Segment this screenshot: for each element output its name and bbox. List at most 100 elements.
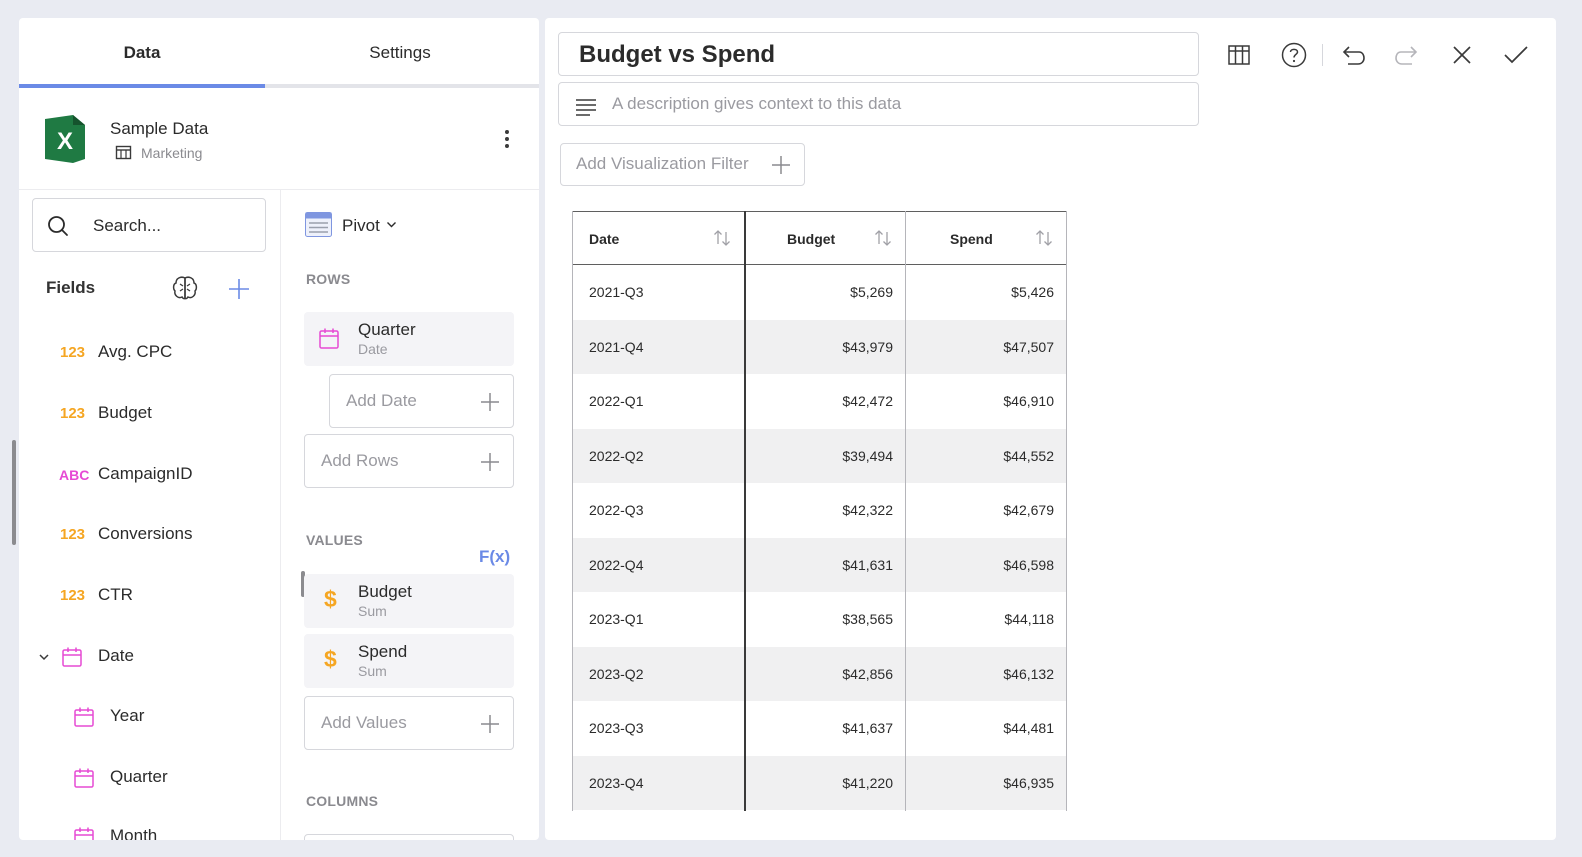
- pivot-mode-dropdown[interactable]: Pivot: [305, 210, 405, 240]
- column-header-budget[interactable]: Budget: [745, 212, 905, 265]
- field-label: Avg. CPC: [98, 342, 173, 361]
- close-button[interactable]: [1447, 40, 1477, 70]
- spend-cell: $44,481: [1003, 720, 1054, 736]
- rows-item-quarter[interactable]: Quarter Date: [304, 312, 514, 366]
- help-button[interactable]: [1279, 40, 1309, 70]
- table-view-button[interactable]: [1224, 40, 1254, 70]
- fields-heading: Fields: [46, 278, 96, 297]
- values-item-aggregation: Sum: [358, 603, 387, 619]
- currency-icon: $: [324, 646, 337, 672]
- number-type-icon: 123: [60, 405, 86, 422]
- values-section-label: VALUES: [306, 532, 363, 548]
- table-row: 2022-Q1 $42,472 $46,910: [572, 374, 1067, 429]
- add-date-button[interactable]: Add Date: [329, 374, 514, 428]
- tab-settings[interactable]: Settings: [369, 43, 431, 62]
- plus-icon: [481, 715, 499, 733]
- plus-icon: [481, 393, 499, 411]
- field-item-ctr[interactable]: 123 CTR: [19, 574, 279, 618]
- date-cell: 2022-Q4: [589, 556, 644, 573]
- add-values-button[interactable]: Add Values: [304, 696, 514, 750]
- date-cell: 2022-Q1: [589, 393, 644, 409]
- table-row: 2022-Q4 $41,631 $46,598: [572, 537, 1067, 592]
- budget-cell: $42,322: [842, 502, 893, 518]
- table-row: 2023-Q4 $41,220 $46,935: [572, 755, 1067, 810]
- field-item-month[interactable]: Month: [19, 815, 279, 840]
- budget-cell: $39,494: [842, 447, 893, 464]
- undo-button[interactable]: [1338, 40, 1368, 70]
- grid-line: [572, 211, 573, 811]
- add-values-label: Add Values: [321, 713, 407, 732]
- rows-section-label: ROWS: [306, 271, 351, 287]
- field-item-conversions[interactable]: 123 Conversions: [19, 513, 279, 557]
- date-cell: 2022-Q2: [589, 447, 644, 464]
- redo-button[interactable]: [1392, 40, 1422, 70]
- pivot-table-icon: [305, 212, 332, 237]
- data-editor-panel: Data Settings X Sample Data Marketing Se…: [19, 18, 539, 840]
- values-item-budget[interactable]: $ Budget Sum: [304, 574, 514, 628]
- field-label: Conversions: [98, 524, 193, 543]
- currency-icon: $: [324, 586, 337, 612]
- data-source-name: Sample Data: [110, 119, 209, 138]
- description-placeholder: A description gives context to this data: [612, 94, 902, 113]
- close-icon: [1453, 46, 1471, 64]
- column-header-spend[interactable]: Spend: [906, 212, 1066, 265]
- plus-icon: [481, 453, 499, 471]
- confirm-button[interactable]: [1501, 40, 1531, 70]
- search-input[interactable]: Search...: [32, 198, 266, 252]
- date-cell: 2022-Q3: [589, 502, 644, 518]
- budget-cell: $41,220: [842, 774, 893, 791]
- field-item-year[interactable]: Year: [19, 695, 279, 739]
- tab-data[interactable]: Data: [123, 43, 161, 62]
- sort-icon[interactable]: [873, 228, 893, 248]
- undo-icon: [1342, 46, 1365, 65]
- table-view-icon: [1228, 45, 1250, 65]
- formula-button[interactable]: F(x): [479, 547, 511, 566]
- description-field[interactable]: A description gives context to this data: [558, 82, 1199, 126]
- field-label: CampaignID: [98, 464, 193, 483]
- date-cell: 2023-Q1: [589, 611, 644, 627]
- field-item-campaignid[interactable]: ABC CampaignID: [19, 453, 279, 497]
- sort-icon[interactable]: [712, 228, 732, 248]
- pivot-scrollbar[interactable]: [301, 571, 305, 597]
- field-item-budget[interactable]: 123 Budget: [19, 392, 279, 436]
- spend-cell: $46,598: [1003, 556, 1054, 573]
- field-item-quarter[interactable]: Quarter: [19, 756, 279, 800]
- add-rows-button[interactable]: Add Rows: [304, 434, 514, 488]
- add-visualization-filter-button[interactable]: Add Visualization Filter: [560, 143, 805, 186]
- number-type-icon: 123: [60, 526, 86, 543]
- add-columns-button[interactable]: [304, 834, 514, 840]
- table-row: 2022-Q3 $42,322 $42,679: [572, 483, 1067, 538]
- table-row: 2022-Q2 $39,494 $44,552: [572, 428, 1067, 483]
- calendar-icon: [62, 647, 82, 667]
- brain-icon[interactable]: [171, 274, 199, 302]
- field-item-date[interactable]: Date: [19, 635, 279, 679]
- fields-scrollbar[interactable]: [12, 440, 16, 545]
- spend-cell: $44,118: [1004, 611, 1054, 627]
- column-header-date[interactable]: Date: [572, 212, 744, 265]
- add-rows-label: Add Rows: [321, 451, 399, 470]
- toolbar-separator: [1322, 44, 1323, 66]
- sort-icon[interactable]: [1034, 228, 1054, 248]
- excel-icon: X: [45, 115, 85, 163]
- grid-line: [744, 211, 746, 811]
- grid-line: [1066, 211, 1067, 811]
- visualization-title: Budget vs Spend: [579, 41, 776, 68]
- spend-cell: $46,132: [1003, 665, 1054, 682]
- budget-cell: $41,637: [842, 720, 893, 736]
- sheet-name: Marketing: [141, 145, 203, 161]
- calendar-icon: [74, 707, 94, 727]
- column-divider: [280, 190, 281, 840]
- pivot-mode-label: Pivot: [342, 216, 380, 235]
- more-options-icon[interactable]: [501, 128, 513, 154]
- field-item-avg-cpc[interactable]: 123 Avg. CPC: [19, 331, 279, 375]
- table-row: 2021-Q3 $5,269 $5,426: [572, 265, 1067, 320]
- visualization-title-field[interactable]: Budget vs Spend: [558, 32, 1199, 76]
- values-item-name: Spend: [358, 642, 408, 661]
- date-cell: 2021-Q3: [589, 284, 644, 300]
- values-item-spend[interactable]: $ Spend Sum: [304, 634, 514, 688]
- budget-cell: $43,979: [842, 338, 893, 355]
- table-row: 2023-Q3 $41,637 $44,481: [572, 701, 1067, 756]
- budget-cell: $42,856: [842, 665, 893, 682]
- chevron-down-icon[interactable]: [38, 652, 50, 662]
- add-field-icon[interactable]: [227, 277, 251, 301]
